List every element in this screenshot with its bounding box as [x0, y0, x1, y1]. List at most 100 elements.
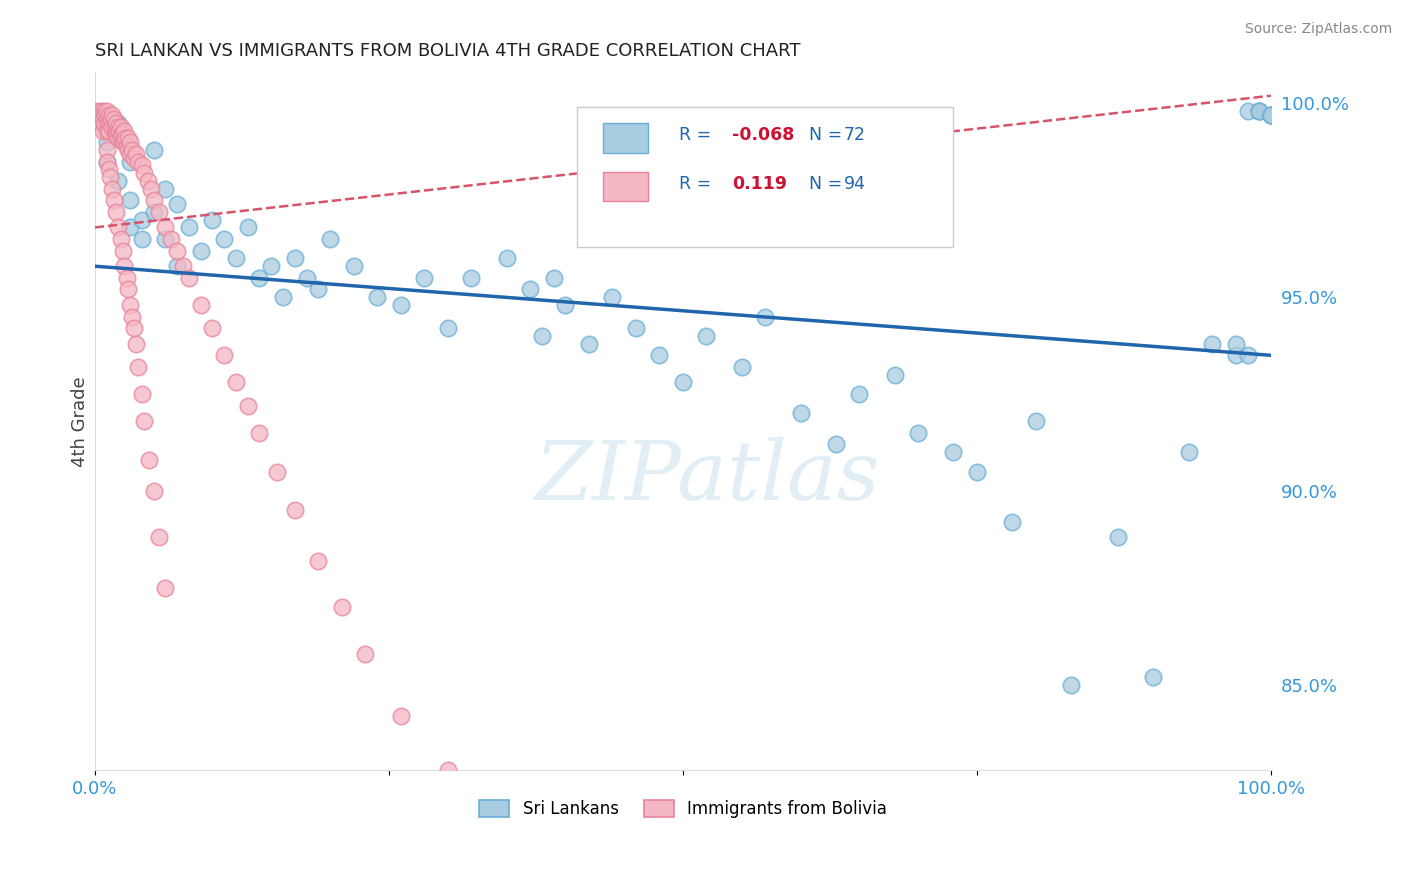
Point — [94, 108, 117, 122]
Point — [148, 205, 170, 219]
Point — [98, 170, 121, 185]
Text: R =: R = — [679, 126, 711, 145]
Point — [731, 359, 754, 374]
Point — [1249, 104, 1271, 119]
Point — [155, 220, 177, 235]
Point — [107, 131, 129, 145]
Point — [530, 329, 553, 343]
Point — [107, 174, 129, 188]
Point — [120, 194, 142, 208]
Text: N =: N = — [808, 126, 842, 145]
Point — [96, 135, 118, 149]
Point — [138, 453, 160, 467]
Point — [190, 244, 212, 258]
Text: -0.068: -0.068 — [733, 126, 794, 145]
Point — [101, 120, 124, 134]
Point — [110, 232, 132, 246]
Point — [177, 220, 200, 235]
Point — [672, 376, 695, 390]
Point — [1142, 670, 1164, 684]
Point — [1249, 104, 1271, 119]
Point — [155, 182, 177, 196]
Point — [495, 252, 517, 266]
Point — [91, 112, 114, 126]
Point — [104, 128, 127, 142]
Point — [554, 298, 576, 312]
Point — [117, 282, 139, 296]
Text: N =: N = — [808, 175, 842, 193]
Point — [307, 554, 329, 568]
Point — [789, 407, 811, 421]
Point — [112, 135, 135, 149]
Point — [543, 270, 565, 285]
Point — [112, 123, 135, 137]
Point — [1001, 515, 1024, 529]
Point — [90, 116, 112, 130]
Point — [112, 259, 135, 273]
Point — [97, 108, 120, 122]
Point — [134, 414, 156, 428]
Point — [1060, 678, 1083, 692]
Point — [97, 116, 120, 130]
Point — [236, 399, 259, 413]
Point — [1225, 348, 1247, 362]
Point — [1107, 531, 1129, 545]
Legend: Sri Lankans, Immigrants from Bolivia: Sri Lankans, Immigrants from Bolivia — [472, 793, 893, 824]
Point — [1225, 336, 1247, 351]
Point — [120, 146, 142, 161]
Point — [136, 174, 159, 188]
Point — [436, 763, 458, 777]
Text: 94: 94 — [844, 175, 866, 193]
Text: Source: ZipAtlas.com: Source: ZipAtlas.com — [1244, 22, 1392, 37]
Point — [122, 321, 145, 335]
Point — [1025, 414, 1047, 428]
Point — [177, 270, 200, 285]
Point — [190, 298, 212, 312]
Point — [695, 329, 717, 343]
Point — [754, 310, 776, 324]
Point — [142, 194, 165, 208]
Point — [96, 154, 118, 169]
Point — [107, 116, 129, 130]
Point — [100, 112, 122, 126]
Point — [125, 336, 148, 351]
Point — [131, 232, 153, 246]
Point — [460, 270, 482, 285]
FancyBboxPatch shape — [603, 172, 648, 202]
Point — [1260, 108, 1282, 122]
Point — [271, 290, 294, 304]
Point — [966, 465, 988, 479]
Point — [86, 104, 108, 119]
Point — [1249, 104, 1271, 119]
Point — [201, 212, 224, 227]
Point — [105, 123, 128, 137]
Point — [1201, 336, 1223, 351]
Point — [824, 437, 846, 451]
Text: 72: 72 — [844, 126, 866, 145]
Point — [104, 120, 127, 134]
Point — [121, 310, 143, 324]
Point — [101, 108, 124, 122]
Point — [120, 135, 142, 149]
Point — [90, 104, 112, 119]
Point — [942, 445, 965, 459]
Point — [142, 143, 165, 157]
Point — [225, 252, 247, 266]
Point — [236, 220, 259, 235]
Point — [436, 321, 458, 335]
Point — [907, 425, 929, 440]
Point — [249, 270, 271, 285]
Point — [519, 282, 541, 296]
Point — [1236, 348, 1258, 362]
Point — [90, 108, 112, 122]
Point — [212, 348, 235, 362]
FancyBboxPatch shape — [576, 107, 953, 247]
Point — [110, 120, 132, 134]
Point — [1260, 108, 1282, 122]
Text: 0.119: 0.119 — [733, 175, 787, 193]
Point — [91, 123, 114, 137]
Point — [413, 270, 436, 285]
Point — [89, 108, 111, 122]
Point — [201, 321, 224, 335]
Point — [134, 166, 156, 180]
